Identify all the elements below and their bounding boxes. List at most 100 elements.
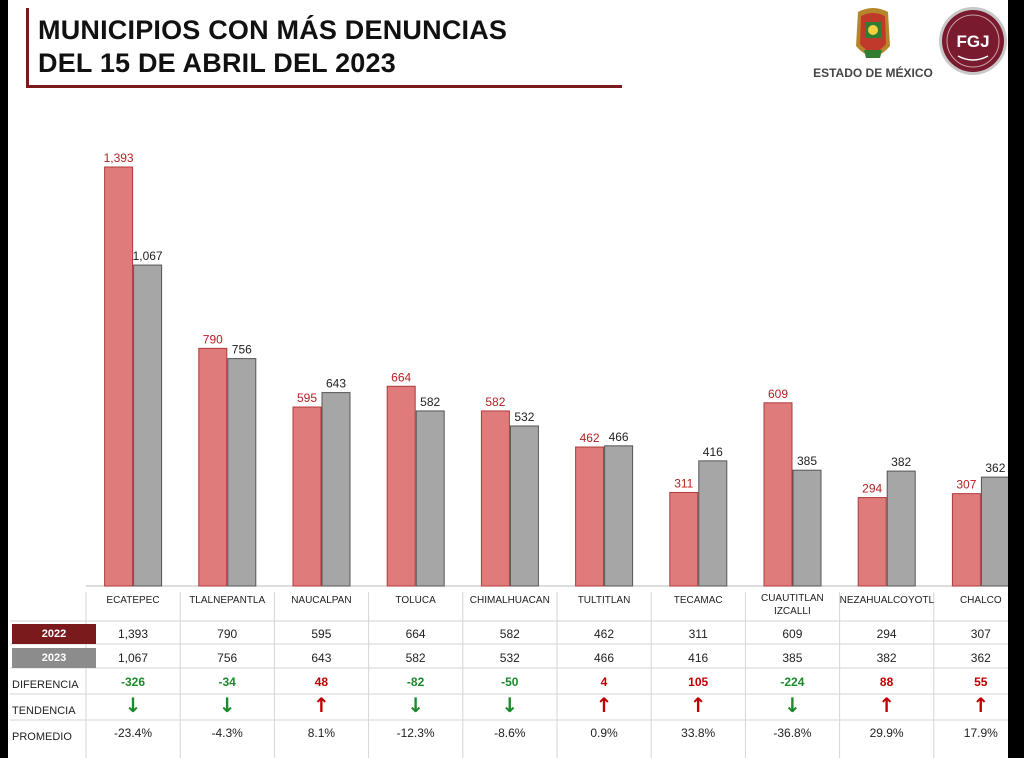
- slide: MUNICIPIOS CON MÁS DENUNCIAS DEL 15 DE A…: [8, 0, 1008, 758]
- category-label-3: NAUCALPAN: [291, 595, 352, 606]
- cell-promedio-9: 29.9%: [869, 726, 904, 740]
- data-label-2023-4: 582: [420, 395, 440, 409]
- title-line-2: DEL 15 DE ABRIL DEL 2023: [38, 48, 396, 78]
- fgj-logo: FGJ: [939, 7, 1007, 75]
- data-label-2022-9: 294: [862, 482, 882, 496]
- data-label-2023-1: 1,067: [133, 249, 163, 263]
- arrow-up-icon: ↑: [878, 693, 895, 717]
- cell-2023-8: 385: [782, 651, 803, 665]
- cell-2022-4: 664: [405, 627, 426, 641]
- row-label-2023: 2023: [12, 648, 96, 668]
- arrow-up-icon: ↑: [595, 693, 613, 717]
- cell-promedio-5: -8.6%: [494, 726, 526, 740]
- arrow-down-icon: ↓: [501, 693, 519, 717]
- bar-2023-8: [792, 469, 822, 587]
- seal-arc-icon: [957, 55, 989, 61]
- bar-2023-10: [980, 476, 1008, 587]
- bar-2023-7: [698, 460, 728, 587]
- bar-2023-2: [227, 358, 257, 587]
- cell-diferencia-10: 55: [974, 675, 988, 689]
- bar-2022-1: [104, 166, 134, 587]
- cell-diferencia-5: -50: [501, 675, 519, 689]
- data-label-2022-5: 582: [485, 395, 505, 409]
- bar-2023-5: [509, 425, 539, 587]
- cell-diferencia-4: -82: [406, 675, 425, 689]
- row-label-tendencia: TENDENCIA: [12, 705, 76, 717]
- bars-group: 1,393 1,067 790 756 595 643 664 582 582 532 462 466…: [104, 151, 1008, 587]
- cell-diferencia-1: -326: [120, 675, 146, 689]
- category-label-6: TULTITLAN: [577, 595, 631, 606]
- cell-2022-1: 1,393: [117, 627, 149, 641]
- bar-2022-4: [386, 385, 416, 587]
- title-accent-bar: [26, 8, 29, 88]
- cell-promedio-1: -23.4%: [113, 726, 153, 740]
- cell-2023-7: 416: [688, 651, 709, 665]
- row-label-diferencia: DIFERENCIA: [12, 679, 79, 691]
- cell-diferencia-9: 88: [879, 675, 894, 689]
- bar-chart: 1,393 1,067 790 756 595 643 664 582 582 532 462 466…: [86, 151, 1008, 587]
- cell-promedio-2: -4.3%: [211, 726, 243, 740]
- bar-2022-10: [951, 493, 981, 587]
- bar-2023-9: [886, 470, 916, 587]
- bar-2023-3: [321, 392, 351, 587]
- cell-2022-2: 790: [217, 627, 238, 641]
- cell-2022-10: 307: [970, 627, 991, 641]
- data-label-2023-3: 643: [326, 377, 346, 391]
- cell-promedio-7: 33.8%: [681, 726, 716, 740]
- bar-2022-7: [669, 491, 699, 587]
- bar-2022-9: [857, 497, 887, 587]
- cell-2022-9: 294: [876, 627, 897, 641]
- bar-2022-6: [575, 446, 605, 587]
- category-label-8: CUAUTITLAN IZCALLI: [760, 593, 824, 617]
- page-title: MUNICIPIOS CON MÁS DENUNCIAS DEL 15 DE A…: [38, 14, 507, 80]
- category-label-4: TOLUCA: [395, 595, 436, 606]
- cell-2023-1: 1,067: [117, 651, 149, 665]
- cell-diferencia-7: 105: [688, 675, 709, 689]
- bar-2022-2: [198, 347, 228, 587]
- arrow-up-icon: ↑: [689, 693, 707, 717]
- seal-ring-icon: [946, 14, 1000, 68]
- logo-right-text: FGJ: [956, 32, 989, 51]
- cell-2023-6: 466: [593, 651, 615, 665]
- title-underline: [26, 85, 622, 88]
- cell-diferencia-3: 48: [314, 675, 329, 689]
- table-grid: [10, 592, 1008, 758]
- cell-diferencia-6: 4: [600, 675, 608, 689]
- category-label-9: NEZAHUALCOYOTL: [839, 595, 935, 606]
- cell-2023-5: 532: [499, 651, 520, 665]
- data-label-2023-10: 362: [985, 461, 1005, 475]
- data-label-2023-8: 385: [797, 454, 817, 468]
- cell-promedio-6: 0.9%: [590, 726, 618, 740]
- cell-2022-3: 595: [311, 627, 332, 641]
- data-label-2023-9: 382: [891, 455, 911, 469]
- arrow-down-icon: ↓: [407, 693, 424, 717]
- cell-2022-5: 582: [499, 627, 520, 641]
- bar-2022-8: [763, 402, 793, 587]
- bar-2023-6: [604, 445, 634, 587]
- title-line-1: MUNICIPIOS CON MÁS DENUNCIAS: [38, 15, 508, 45]
- arrow-up-icon: ↑: [313, 693, 330, 717]
- data-label-2022-10: 307: [956, 478, 976, 492]
- bar-2022-3: [292, 406, 322, 587]
- logo-left-text: ESTADO DE MÉXICO: [813, 65, 933, 80]
- cell-diferencia-2: -34: [218, 675, 236, 689]
- bar-2023-4: [415, 410, 445, 587]
- bar-2022-5: [480, 410, 510, 587]
- category-label-2: TLALNEPANTLA: [189, 595, 266, 606]
- data-label-2022-3: 595: [297, 391, 317, 405]
- category-label-7: TECAMAC: [673, 595, 723, 606]
- cell-2023-4: 582: [405, 651, 426, 665]
- cell-2023-3: 643: [311, 651, 332, 665]
- data-label-2022-8: 609: [768, 387, 788, 401]
- data-label-2023-6: 466: [609, 430, 629, 444]
- estado-de-mexico-logo: ESTADO DE MÉXICO: [813, 8, 933, 80]
- data-label-2022-4: 664: [391, 370, 411, 384]
- cell-promedio-4: -12.3%: [396, 726, 435, 740]
- data-label-2023-7: 416: [703, 445, 723, 459]
- cell-2022-7: 311: [688, 627, 708, 641]
- bar-2023-1: [133, 264, 163, 587]
- data-label-2022-6: 462: [580, 431, 600, 445]
- data-label-2022-1: 1,393: [104, 151, 134, 165]
- data-table: 2022 2023 DIFERENCIA TENDENCIA PROMEDIO …: [8, 592, 1008, 758]
- cell-promedio-3: 8.1%: [307, 726, 336, 740]
